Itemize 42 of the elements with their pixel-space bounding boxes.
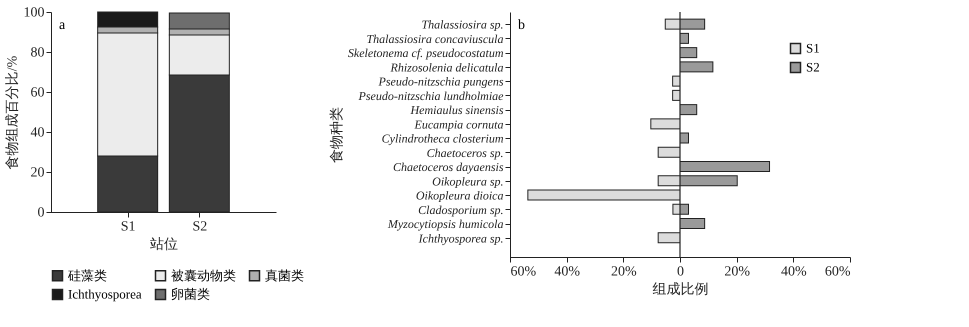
y-tick-label: 20 (30, 166, 44, 180)
y-tick-label: Oikopleura dioica (416, 188, 504, 203)
y-tick-label: Pseudo-nitzschia lundholmiae (358, 88, 504, 103)
legend-label: 硅藻类 (67, 268, 107, 283)
x-tick-label: 60% (824, 264, 851, 280)
annotation: b (518, 18, 525, 33)
legend-label: S2 (806, 60, 820, 74)
x-tick-label: 20% (724, 264, 750, 280)
y-tick-label: 40 (30, 126, 44, 140)
y-tick-label: 100 (24, 6, 44, 20)
y-tick-label: Thalassiosira concaviuscula (366, 32, 504, 46)
y-tick-label: Rhizosolenia delicatula (390, 60, 504, 74)
y-tick-label: Myzocytiopsis humicola (386, 217, 504, 232)
y-tick-label: 80 (30, 46, 44, 60)
y-axis-title: 食物组成百分比/% (4, 55, 20, 170)
x-tick-label: 20% (610, 264, 637, 280)
legend-label: 被囊动物类 (171, 268, 236, 283)
y-tick-label: 0 (38, 206, 44, 220)
y-tick-label: Ichthyosporea sp. (418, 231, 504, 246)
x-axis-title: 组成比例 (652, 282, 708, 298)
y-tick-label: Chaetoceros dayaensis (392, 160, 504, 174)
y-tick-label: Pseudo-nitzschia pungens (378, 74, 504, 89)
y-tick-label: Cylindrotheca closterium (382, 132, 504, 146)
x-axis-title: 站位 (150, 236, 178, 252)
x-tick-label: 40% (554, 264, 580, 280)
annotation: a (59, 18, 66, 33)
legend-label: S1 (806, 40, 820, 56)
y-tick-label: 60 (30, 86, 44, 100)
y-tick-label: Skeletonema cf. pseudocostatum (348, 46, 504, 60)
y-tick-label: Hemiaulus sinensis (410, 103, 504, 118)
y-tick-label: Oikopleura sp. (432, 174, 504, 188)
y-axis-title: 食物种类 (328, 107, 345, 163)
legend-label: Ichthyosporea (68, 286, 142, 302)
legend-label: 卵菌类 (171, 286, 210, 302)
y-tick-label: Cladosporium sp. (418, 202, 504, 217)
x-tick-label: 40% (780, 264, 807, 280)
legend-label: 真菌类 (265, 268, 304, 283)
y-tick-label: Eucampia cornuta (414, 117, 504, 132)
x-tick-label: 0 (677, 264, 684, 280)
y-tick-label: Chaetoceros sp. (426, 146, 504, 160)
x-tick-label: 60% (510, 264, 536, 280)
y-tick-label: Thalassiosira sp. (421, 18, 504, 32)
